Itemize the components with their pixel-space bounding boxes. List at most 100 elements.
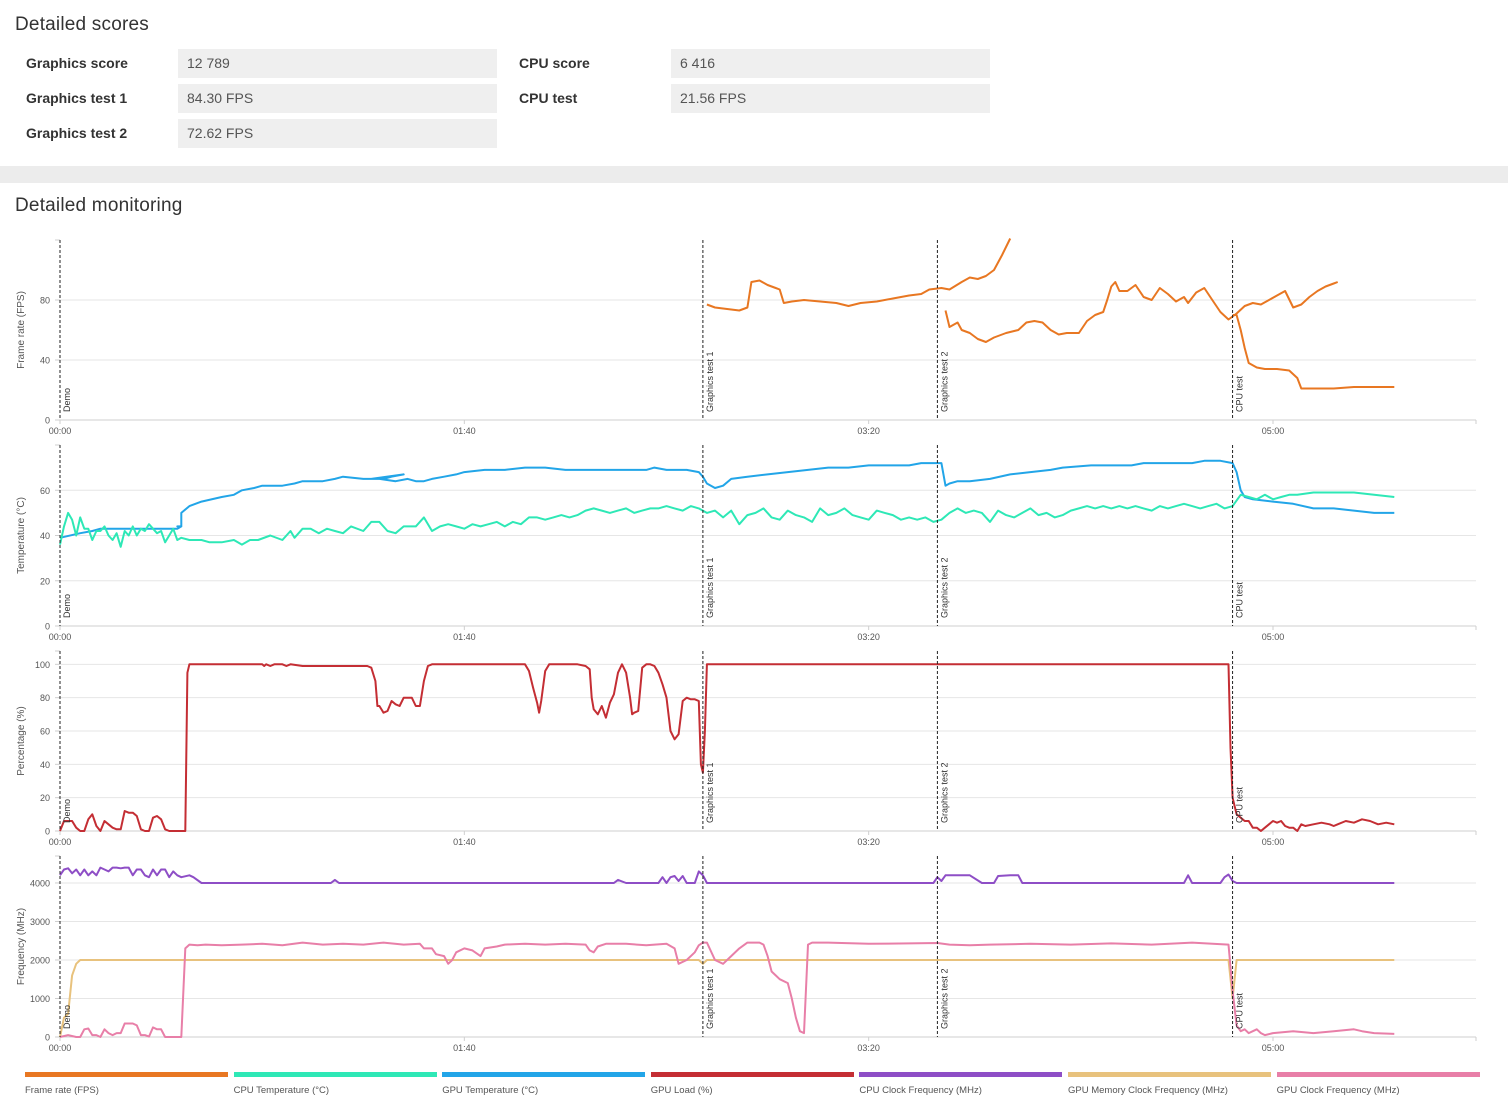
x-tick-label: 05:00 bbox=[1262, 426, 1285, 436]
phase-marker-label: CPU test bbox=[1235, 375, 1245, 412]
legend-swatch bbox=[233, 1072, 437, 1077]
y-tick-label: 0 bbox=[45, 1033, 50, 1043]
x-tick-label: 03:20 bbox=[857, 837, 880, 847]
series-line-frame-rate-fps bbox=[1232, 314, 1395, 390]
graphics-test-2-value: 72.62 FPS bbox=[178, 119, 497, 148]
graphics-test-2-label: Graphics test 2 bbox=[26, 125, 128, 141]
legend-label: GPU Clock Frequency (MHz) bbox=[1276, 1085, 1400, 1096]
x-tick-label: 01:40 bbox=[453, 632, 476, 642]
phase-marker-label: Graphics test 2 bbox=[939, 351, 949, 412]
series-line-cpu-clock-frequency-mhz bbox=[59, 866, 1395, 884]
x-tick-label: 00:00 bbox=[49, 426, 72, 436]
y-tick-label: 2000 bbox=[30, 955, 50, 965]
x-tick-label: 05:00 bbox=[1262, 837, 1285, 847]
legend-swatch bbox=[1068, 1072, 1271, 1077]
series-line-gpu-clock-frequency-mhz bbox=[59, 941, 1395, 1038]
monitoring-title: Detailed monitoring bbox=[15, 195, 183, 216]
x-tick-label: 03:20 bbox=[857, 1043, 880, 1053]
legend-item[interactable]: GPU Load (%) bbox=[650, 1072, 854, 1102]
chart-3: 0 20 40 60 80 100 Percentage (%) 00:00 01:40 03:2… bbox=[16, 650, 1477, 847]
phase-marker-label: Graphics test 1 bbox=[705, 557, 715, 618]
y-tick-label: 80 bbox=[40, 296, 50, 306]
detailed-monitoring-panel: Detailed monitoring 0 40 80 Frame rate (FPS… bbox=[0, 183, 1508, 1115]
legend-item[interactable]: GPU Temperature (°C) bbox=[442, 1072, 646, 1102]
y-axis-label: Temperature (°C) bbox=[16, 497, 27, 574]
y-axis-label: Frame rate (FPS) bbox=[16, 291, 27, 369]
phase-marker-label: CPU test bbox=[1235, 786, 1245, 823]
y-tick-label: 40 bbox=[40, 356, 50, 366]
y-tick-label: 0 bbox=[45, 416, 50, 426]
series-line-gpu-temperature-c bbox=[59, 459, 1395, 539]
x-tick-label: 00:00 bbox=[49, 1043, 72, 1053]
legend-swatch bbox=[1276, 1072, 1480, 1077]
legend-item[interactable]: GPU Clock Frequency (MHz) bbox=[1276, 1072, 1480, 1102]
monitoring-charts: 0 40 80 Frame rate (FPS) 00:00 01:40 03:20 05:0… bbox=[16, 238, 1477, 1053]
series-line-cpu-temperature-c bbox=[59, 491, 1395, 548]
legend-label: GPU Temperature (°C) bbox=[442, 1085, 539, 1096]
phase-marker-label: Graphics test 2 bbox=[939, 762, 949, 823]
legend-item[interactable]: CPU Temperature (°C) bbox=[233, 1072, 437, 1102]
legend-item[interactable]: GPU Memory Clock Frequency (MHz) bbox=[1068, 1072, 1271, 1102]
legend-item[interactable]: Frame rate (FPS) bbox=[25, 1072, 228, 1102]
x-tick-label: 00:00 bbox=[49, 632, 72, 642]
chart-4: 0 1000 2000 3000 4000 Frequency (MHz) 00:00 01:… bbox=[16, 855, 1477, 1053]
cpu-test-value: 21.56 FPS bbox=[671, 84, 990, 113]
detailed-scores-panel: Detailed scores Graphics score 12 789 Gr… bbox=[0, 0, 1508, 166]
graphics-test-1-label: Graphics test 1 bbox=[26, 90, 128, 106]
phase-marker-label: Graphics test 1 bbox=[705, 762, 715, 823]
series-line-frame-rate-fps bbox=[706, 238, 1012, 312]
legend-swatch bbox=[859, 1072, 1063, 1077]
phase-marker-label: CPU test bbox=[1235, 992, 1245, 1029]
legend-label: GPU Load (%) bbox=[650, 1085, 713, 1096]
cpu-score-label: CPU score bbox=[519, 55, 590, 71]
y-tick-label: 0 bbox=[45, 622, 50, 632]
graphics-score-label: Graphics score bbox=[26, 55, 128, 71]
y-tick-label: 20 bbox=[40, 793, 50, 803]
phase-marker-label: CPU test bbox=[1235, 581, 1245, 618]
x-tick-label: 05:00 bbox=[1262, 632, 1285, 642]
y-tick-label: 100 bbox=[35, 660, 50, 670]
legend-label: CPU Clock Frequency (MHz) bbox=[859, 1085, 982, 1096]
phase-marker-label: Graphics test 1 bbox=[705, 351, 715, 412]
phase-marker-label: Demo bbox=[62, 594, 72, 618]
y-tick-label: 4000 bbox=[30, 878, 50, 888]
y-tick-label: 0 bbox=[45, 827, 50, 837]
series-line-gpu-load bbox=[59, 663, 1395, 832]
phase-marker-label: Demo bbox=[62, 388, 72, 412]
x-tick-label: 05:00 bbox=[1262, 1043, 1285, 1053]
x-tick-label: 01:40 bbox=[453, 426, 476, 436]
scores-title: Detailed scores bbox=[15, 14, 149, 35]
legend-swatch bbox=[650, 1072, 854, 1077]
graphics-test-1-value: 84.30 FPS bbox=[178, 84, 497, 113]
x-tick-label: 00:00 bbox=[49, 837, 72, 847]
x-tick-label: 01:40 bbox=[453, 837, 476, 847]
chart-2: 0 20 40 60 Temperature (°C) 00:00 01:40 03:20 05… bbox=[16, 444, 1477, 642]
legend-label: GPU Memory Clock Frequency (MHz) bbox=[1068, 1085, 1228, 1096]
phase-marker-label: Graphics test 1 bbox=[705, 968, 715, 1029]
x-tick-label: 03:20 bbox=[857, 632, 880, 642]
y-axis-label: Percentage (%) bbox=[16, 706, 27, 775]
chart-1: 0 40 80 Frame rate (FPS) 00:00 01:40 03:20 05:0… bbox=[16, 238, 1477, 436]
cpu-score-value: 6 416 bbox=[671, 49, 990, 78]
y-tick-label: 40 bbox=[40, 760, 50, 770]
y-axis-label: Frequency (MHz) bbox=[16, 908, 27, 985]
y-tick-label: 20 bbox=[40, 576, 50, 586]
y-tick-label: 1000 bbox=[30, 994, 50, 1004]
legend-swatch bbox=[25, 1072, 228, 1077]
phase-marker-label: Demo bbox=[62, 799, 72, 823]
legend-item[interactable]: CPU Clock Frequency (MHz) bbox=[859, 1072, 1063, 1102]
legend-swatch bbox=[442, 1072, 646, 1077]
x-tick-label: 01:40 bbox=[453, 1043, 476, 1053]
y-tick-label: 3000 bbox=[30, 917, 50, 927]
phase-marker-label: Demo bbox=[62, 1005, 72, 1029]
y-tick-label: 60 bbox=[40, 727, 50, 737]
graphics-score-value: 12 789 bbox=[178, 49, 497, 78]
series-line-frame-rate-fps bbox=[944, 281, 1339, 343]
legend-label: CPU Temperature (°C) bbox=[233, 1085, 330, 1096]
y-tick-label: 40 bbox=[40, 531, 50, 541]
phase-marker-label: Graphics test 2 bbox=[939, 968, 949, 1029]
y-tick-label: 80 bbox=[40, 693, 50, 703]
legend-label: Frame rate (FPS) bbox=[25, 1085, 99, 1096]
x-tick-label: 03:20 bbox=[857, 426, 880, 436]
phase-marker-label: Graphics test 2 bbox=[939, 557, 949, 618]
